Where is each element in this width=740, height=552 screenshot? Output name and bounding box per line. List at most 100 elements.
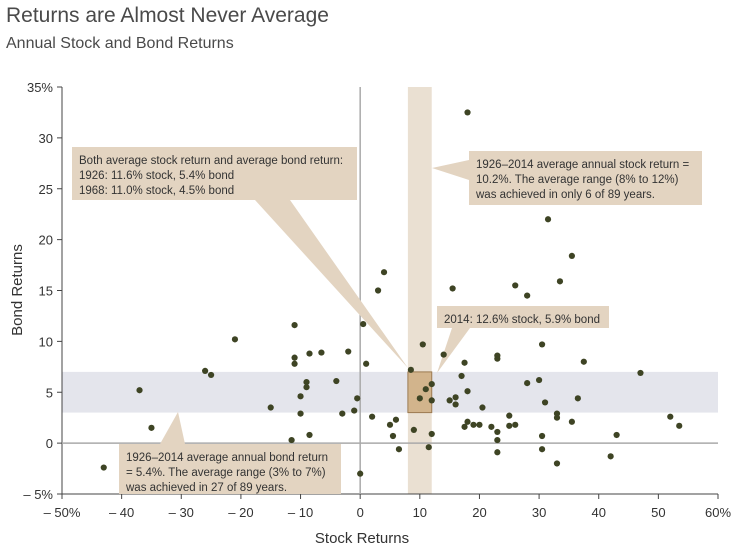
data-point <box>488 423 495 430</box>
callout-2014: 2014: 12.6% stock, 5.9% bond <box>437 306 609 373</box>
data-point <box>470 421 477 428</box>
y-tick-label: 20 <box>39 233 53 248</box>
data-point <box>512 421 519 428</box>
data-point <box>291 360 298 367</box>
data-point <box>524 292 531 299</box>
x-tick-label: – 20 <box>228 505 253 520</box>
data-point <box>440 351 447 358</box>
callout-stock-range-pointer <box>432 160 469 180</box>
data-point <box>389 432 397 440</box>
data-point <box>506 412 513 419</box>
data-point <box>360 320 367 328</box>
data-point <box>479 404 486 411</box>
data-point <box>231 336 239 343</box>
data-point <box>395 446 403 453</box>
data-point <box>553 460 561 467</box>
data-point <box>452 401 459 408</box>
data-point <box>386 421 394 428</box>
data-point <box>363 360 370 367</box>
data-point <box>374 287 382 294</box>
y-tick-label: 0 <box>46 436 53 451</box>
data-point <box>318 349 325 356</box>
data-point <box>458 372 465 380</box>
callout-stock-range-box <box>469 151 702 205</box>
data-point <box>416 395 423 402</box>
callout-bond-range-box <box>119 444 341 494</box>
data-point <box>506 422 513 429</box>
data-point <box>148 424 155 431</box>
callout-stock-range-text: 1926–2014 average annual stock return = <box>476 159 690 171</box>
average-range-box <box>407 371 433 414</box>
data-point <box>357 470 364 477</box>
data-point <box>428 430 435 438</box>
y-axis-label: Bond Returns <box>9 244 26 336</box>
x-tick-label: 50 <box>651 505 665 520</box>
callout-stock-range-text: was achieved in only 6 of 89 years. <box>475 189 655 201</box>
data-point <box>392 416 400 423</box>
data-point <box>524 379 531 387</box>
data-point <box>464 418 471 425</box>
data-point <box>207 371 215 379</box>
callout-stock-range: 1926–2014 average annual stock return = 1… <box>432 151 702 205</box>
data-point <box>407 366 414 373</box>
x-tick-label: – 50% <box>44 505 81 520</box>
data-point <box>476 421 483 428</box>
callout-bond-range-text: 1926–2014 average annual bond return <box>126 452 328 464</box>
callout-1926-1968-box <box>72 147 357 200</box>
callout-1926-1968: Both average stock return and average bo… <box>72 147 408 368</box>
data-point <box>613 431 620 439</box>
data-point <box>297 410 304 417</box>
data-point <box>291 321 298 329</box>
data-point <box>494 428 501 436</box>
callout-1926-1968-text: 1968: 11.0% stock, 4.5% bond <box>79 185 234 197</box>
x-tick-label: 40 <box>591 505 605 520</box>
data-point <box>306 431 313 439</box>
data-point <box>419 341 426 348</box>
data-point <box>291 354 298 361</box>
stock-average-band <box>407 87 432 494</box>
x-tick-label: 60% <box>705 505 731 520</box>
data-point <box>333 377 340 385</box>
callout-bond-range-pointer <box>160 412 185 444</box>
data-point <box>202 367 209 374</box>
data-point <box>538 341 546 348</box>
data-point <box>464 109 471 116</box>
data-point <box>267 404 274 411</box>
data-point <box>512 282 519 289</box>
data-point <box>380 269 388 276</box>
data-point <box>449 285 456 292</box>
callout-2014-text: 2014: 12.6% stock, 5.9% bond <box>444 314 600 326</box>
data-point <box>303 378 310 386</box>
data-point <box>303 384 310 391</box>
data-point <box>568 252 575 260</box>
data-point <box>580 358 587 365</box>
y-tick-label: 35% <box>27 80 53 95</box>
data-point <box>354 395 361 402</box>
data-point <box>422 386 429 393</box>
data-point <box>136 387 143 394</box>
data-point <box>461 359 468 366</box>
data-point <box>428 381 435 388</box>
data-point <box>676 422 683 429</box>
x-tick-label: 30 <box>532 505 546 520</box>
data-point <box>464 388 471 395</box>
x-axis-label: Stock Returns <box>315 530 409 547</box>
data-point <box>446 397 453 404</box>
data-point <box>369 413 376 420</box>
data-point <box>494 449 501 456</box>
data-point <box>494 355 501 362</box>
data-point <box>538 446 546 453</box>
x-tick-label: 20 <box>472 505 486 520</box>
data-point <box>306 350 313 357</box>
data-point <box>637 369 644 377</box>
y-tick-label: 15 <box>39 284 53 299</box>
data-point <box>297 393 304 400</box>
chart-title: Returns are Almost Never Average <box>6 4 329 27</box>
x-tick-label: – 10 <box>288 505 313 520</box>
x-tick-label: – 40 <box>109 505 134 520</box>
callout-2014-pointer <box>437 328 470 373</box>
y-tick-label: 10 <box>39 334 53 349</box>
data-point <box>667 413 674 420</box>
x-tick-label: 0 <box>357 505 364 520</box>
data-point <box>100 464 107 471</box>
